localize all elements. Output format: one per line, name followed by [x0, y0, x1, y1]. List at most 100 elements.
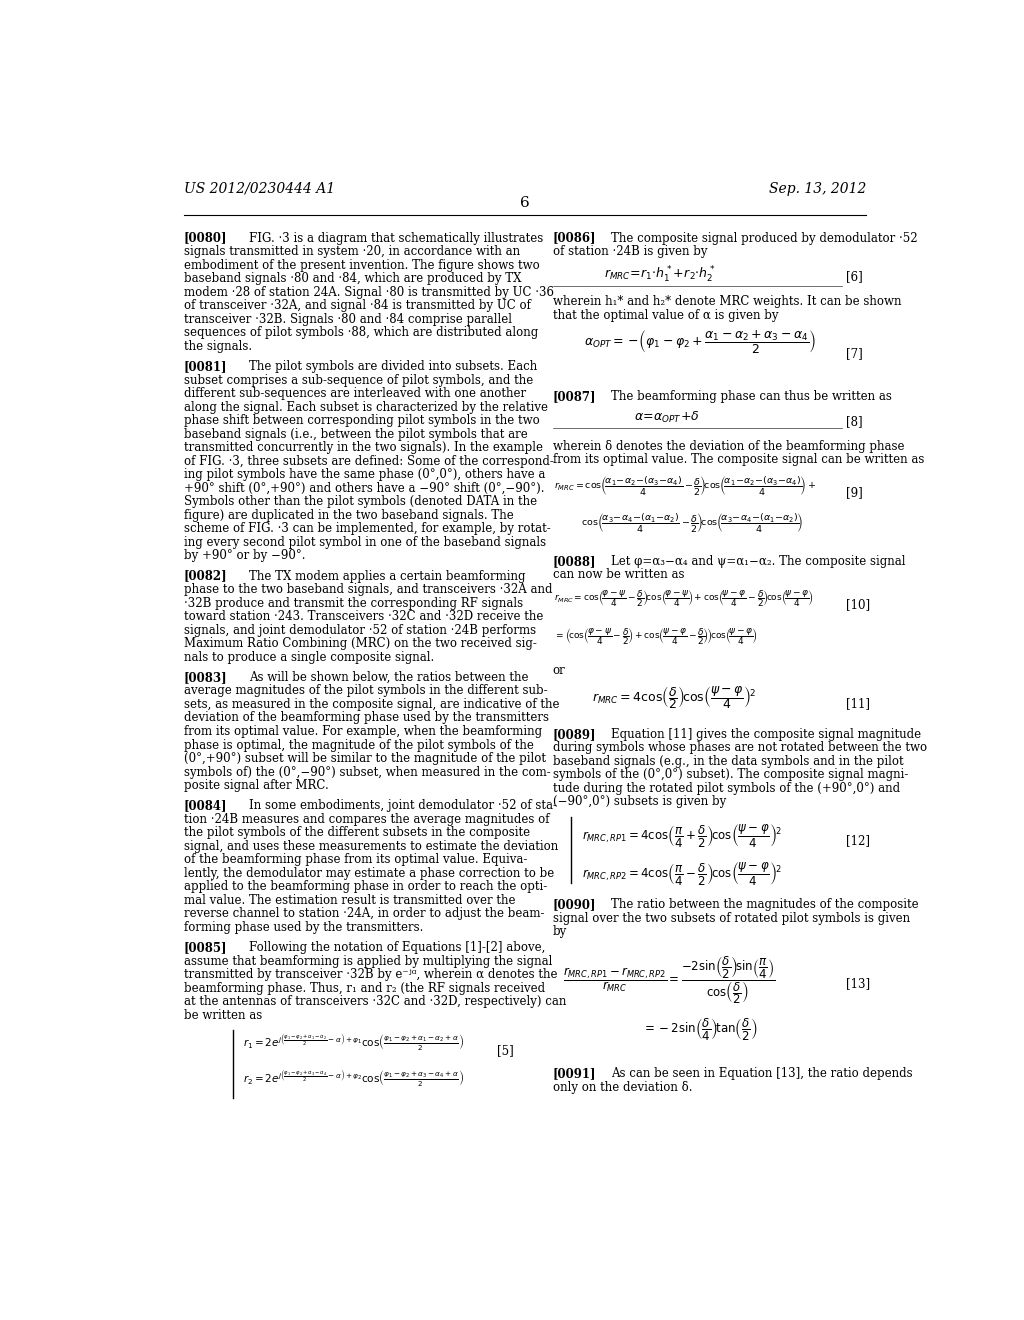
- Text: figure) are duplicated in the two baseband signals. The: figure) are duplicated in the two baseba…: [183, 508, 513, 521]
- Text: FIG. ·3 is a diagram that schematically illustrates: FIG. ·3 is a diagram that schematically …: [249, 231, 543, 244]
- Text: by: by: [553, 925, 567, 939]
- Text: [0085]: [0085]: [183, 941, 227, 954]
- Text: wherein δ denotes the deviation of the beamforming phase: wherein δ denotes the deviation of the b…: [553, 440, 904, 453]
- Text: $r_1 = 2e^{j\left(\frac{\varphi_1-\varphi_2+\alpha_1-\alpha_2}{2}-\alpha\right)+: $r_1 = 2e^{j\left(\frac{\varphi_1-\varph…: [243, 1034, 464, 1055]
- Text: [0090]: [0090]: [553, 898, 596, 911]
- Text: (0°,+90°) subset will be similar to the magnitude of the pilot: (0°,+90°) subset will be similar to the …: [183, 752, 546, 766]
- Text: Equation [11] gives the composite signal magnitude: Equation [11] gives the composite signal…: [611, 727, 922, 741]
- Text: baseband signals (e.g., in the data symbols and in the pilot: baseband signals (e.g., in the data symb…: [553, 755, 903, 768]
- Text: Following the notation of Equations [1]-[2] above,: Following the notation of Equations [1]-…: [249, 941, 545, 954]
- Text: The beamforming phase can thus be written as: The beamforming phase can thus be writte…: [611, 389, 892, 403]
- Text: from its optimal value. The composite signal can be written as: from its optimal value. The composite si…: [553, 453, 924, 466]
- Text: [0086]: [0086]: [553, 231, 596, 244]
- Text: [6]: [6]: [846, 271, 863, 284]
- Text: can now be written as: can now be written as: [553, 568, 684, 581]
- Text: sets, as measured in the composite signal, are indicative of the: sets, as measured in the composite signa…: [183, 698, 559, 711]
- Text: [0088]: [0088]: [553, 554, 596, 568]
- Text: nals to produce a single composite signal.: nals to produce a single composite signa…: [183, 651, 434, 664]
- Text: ·32B produce and transmit the corresponding RF signals: ·32B produce and transmit the correspond…: [183, 597, 522, 610]
- Text: phase to the two baseband signals, and transceivers ·32A and: phase to the two baseband signals, and t…: [183, 583, 552, 597]
- Text: The composite signal produced by demodulator ·52: The composite signal produced by demodul…: [611, 231, 918, 244]
- Text: posite signal after MRC.: posite signal after MRC.: [183, 779, 329, 792]
- Text: deviation of the beamforming phase used by the transmitters: deviation of the beamforming phase used …: [183, 711, 549, 725]
- Text: As can be seen in Equation [13], the ratio depends: As can be seen in Equation [13], the rat…: [611, 1067, 913, 1080]
- Text: [0081]: [0081]: [183, 360, 227, 374]
- Text: reverse channel to station ·24A, in order to adjust the beam-: reverse channel to station ·24A, in orde…: [183, 907, 544, 920]
- Text: Let φ=α₃−α₄ and ψ=α₁−α₂. The composite signal: Let φ=α₃−α₄ and ψ=α₁−α₂. The composite s…: [611, 554, 906, 568]
- Text: by +90° or by −90°.: by +90° or by −90°.: [183, 549, 305, 562]
- Text: the signals.: the signals.: [183, 339, 252, 352]
- Text: transmitted by transceiver ·32B by e⁻ʲᵅ, wherein α denotes the: transmitted by transceiver ·32B by e⁻ʲᵅ,…: [183, 969, 557, 981]
- Text: transmitted concurrently in the two signals). In the example: transmitted concurrently in the two sign…: [183, 441, 543, 454]
- Text: $r_{MRC} = \cos\!\left(\!\dfrac{\varphi-\psi}{4} - \dfrac{\delta}{2}\!\right)\!\: $r_{MRC} = \cos\!\left(\!\dfrac{\varphi-…: [554, 589, 813, 610]
- Text: Symbols other than the pilot symbols (denoted DATA in the: Symbols other than the pilot symbols (de…: [183, 495, 537, 508]
- Text: only on the deviation δ.: only on the deviation δ.: [553, 1081, 692, 1093]
- Text: [0083]: [0083]: [183, 671, 227, 684]
- Text: that the optimal value of α is given by: that the optimal value of α is given by: [553, 309, 778, 322]
- Text: $r_{MRC,RP2} = 4\cos\!\left(\dfrac{\pi}{4} - \dfrac{\delta}{2}\right)\!\cos\!\le: $r_{MRC,RP2} = 4\cos\!\left(\dfrac{\pi}{…: [582, 861, 781, 887]
- Text: the pilot symbols of the different subsets in the composite: the pilot symbols of the different subse…: [183, 826, 529, 840]
- Text: signals, and joint demodulator ·52 of station ·24B performs: signals, and joint demodulator ·52 of st…: [183, 623, 536, 636]
- Text: $r_{MRC} = \cos\!\left(\!\dfrac{\alpha_1\!-\!\alpha_2\!-\!(\alpha_3\!-\!\alpha_4: $r_{MRC} = \cos\!\left(\!\dfrac{\alpha_1…: [554, 474, 816, 496]
- Text: ing pilot symbols have the same phase (0°,0°), others have a: ing pilot symbols have the same phase (0…: [183, 469, 545, 482]
- Text: $r_{MRC} = 4\cos\!\left(\dfrac{\delta}{2}\right)\!\cos\!\left(\dfrac{\psi-\varph: $r_{MRC} = 4\cos\!\left(\dfrac{\delta}{2…: [592, 685, 756, 711]
- Text: baseband signals ·80 and ·84, which are produced by TX: baseband signals ·80 and ·84, which are …: [183, 272, 521, 285]
- Text: beamforming phase. Thus, r₁ and r₂ (the RF signals received: beamforming phase. Thus, r₁ and r₂ (the …: [183, 982, 545, 995]
- Text: [0082]: [0082]: [183, 569, 227, 582]
- Text: signal, and uses these measurements to estimate the deviation: signal, and uses these measurements to e…: [183, 840, 558, 853]
- Text: $= \left(\!\cos\!\left(\!\dfrac{\varphi-\psi}{4} - \dfrac{\delta}{2}\!\right) + : $= \left(\!\cos\!\left(\!\dfrac{\varphi-…: [554, 626, 758, 647]
- Text: Sep. 13, 2012: Sep. 13, 2012: [769, 182, 866, 195]
- Text: The pilot symbols are divided into subsets. Each: The pilot symbols are divided into subse…: [249, 360, 537, 374]
- Text: [0080]: [0080]: [183, 231, 227, 244]
- Text: of station ·24B is given by: of station ·24B is given by: [553, 246, 708, 259]
- Text: from its optimal value. For example, when the beamforming: from its optimal value. For example, whe…: [183, 725, 542, 738]
- Text: average magnitudes of the pilot symbols in the different sub-: average magnitudes of the pilot symbols …: [183, 685, 547, 697]
- Text: be written as: be written as: [183, 1008, 262, 1022]
- Text: scheme of FIG. ·3 can be implemented, for example, by rotat-: scheme of FIG. ·3 can be implemented, fo…: [183, 523, 550, 535]
- Text: $= -2\sin\!\left(\dfrac{\delta}{4}\right)\!\tan\!\left(\dfrac{\delta}{2}\right)$: $= -2\sin\!\left(\dfrac{\delta}{4}\right…: [642, 1015, 758, 1041]
- Text: tion ·24B measures and compares the average magnitudes of: tion ·24B measures and compares the aver…: [183, 813, 549, 826]
- Text: $\alpha_{OPT} = -\!\left(\varphi_1 - \varphi_2 + \dfrac{\alpha_1 - \alpha_2 + \a: $\alpha_{OPT} = -\!\left(\varphi_1 - \va…: [585, 329, 816, 356]
- Text: subset comprises a sub-sequence of pilot symbols, and the: subset comprises a sub-sequence of pilot…: [183, 374, 532, 387]
- Text: [5]: [5]: [497, 1044, 514, 1057]
- Text: during symbols whose phases are not rotated between the two: during symbols whose phases are not rota…: [553, 742, 927, 754]
- Text: wherein h₁* and h₂* denote MRC weights. It can be shown: wherein h₁* and h₂* denote MRC weights. …: [553, 296, 901, 308]
- Text: Maximum Ratio Combining (MRC) on the two received sig-: Maximum Ratio Combining (MRC) on the two…: [183, 638, 537, 651]
- Text: [0091]: [0091]: [553, 1067, 596, 1080]
- Text: applied to the beamforming phase in order to reach the opti-: applied to the beamforming phase in orde…: [183, 880, 547, 894]
- Text: In some embodiments, joint demodulator ·52 of sta-: In some embodiments, joint demodulator ·…: [249, 800, 557, 812]
- Text: The TX modem applies a certain beamforming: The TX modem applies a certain beamformi…: [249, 569, 525, 582]
- Text: ing every second pilot symbol in one of the baseband signals: ing every second pilot symbol in one of …: [183, 536, 546, 549]
- Text: embodiment of the present invention. The figure shows two: embodiment of the present invention. The…: [183, 259, 540, 272]
- Text: phase shift between corresponding pilot symbols in the two: phase shift between corresponding pilot …: [183, 414, 540, 428]
- Text: US 2012/0230444 A1: US 2012/0230444 A1: [183, 182, 335, 195]
- Text: different sub-sequences are interleaved with one another: different sub-sequences are interleaved …: [183, 387, 525, 400]
- Text: (−90°,0°) subsets is given by: (−90°,0°) subsets is given by: [553, 795, 726, 808]
- Text: $r_{MRC,RP1} = 4\cos\!\left(\dfrac{\pi}{4} + \dfrac{\delta}{2}\right)\!\cos\!\le: $r_{MRC,RP1} = 4\cos\!\left(\dfrac{\pi}{…: [582, 822, 781, 849]
- Text: signals transmitted in system ·20, in accordance with an: signals transmitted in system ·20, in ac…: [183, 246, 519, 259]
- Text: [11]: [11]: [846, 697, 870, 710]
- Text: $r_{MRC}\!=\!r_1{\cdot}h_1^*\!+\!r_2{\cdot}h_2^*$: $r_{MRC}\!=\!r_1{\cdot}h_1^*\!+\!r_2{\cd…: [604, 265, 716, 285]
- Text: mal value. The estimation result is transmitted over the: mal value. The estimation result is tran…: [183, 894, 515, 907]
- Text: tude during the rotated pilot symbols of the (+90°,0°) and: tude during the rotated pilot symbols of…: [553, 781, 900, 795]
- Text: at the antennas of transceivers ·32C and ·32D, respectively) can: at the antennas of transceivers ·32C and…: [183, 995, 566, 1008]
- Text: lently, the demodulator may estimate a phase correction to be: lently, the demodulator may estimate a p…: [183, 867, 554, 880]
- Text: of transceiver ·32A, and signal ·84 is transmitted by UC of: of transceiver ·32A, and signal ·84 is t…: [183, 300, 530, 312]
- Text: symbols of the (0°,0°) subset). The composite signal magni-: symbols of the (0°,0°) subset). The comp…: [553, 768, 908, 781]
- Text: sequences of pilot symbols ·88, which are distributed along: sequences of pilot symbols ·88, which ar…: [183, 326, 538, 339]
- Text: [0084]: [0084]: [183, 800, 227, 812]
- Text: [9]: [9]: [846, 486, 863, 499]
- Text: phase is optimal, the magnitude of the pilot symbols of the: phase is optimal, the magnitude of the p…: [183, 738, 534, 751]
- Text: assume that beamforming is applied by multiplying the signal: assume that beamforming is applied by mu…: [183, 954, 552, 968]
- Text: of FIG. ·3, three subsets are defined: Some of the correspond-: of FIG. ·3, three subsets are defined: S…: [183, 454, 553, 467]
- Text: [7]: [7]: [846, 347, 863, 360]
- Text: $\alpha\!=\!\alpha_{OPT}\!+\!\delta$: $\alpha\!=\!\alpha_{OPT}\!+\!\delta$: [634, 411, 700, 425]
- Text: signal over the two subsets of rotated pilot symbols is given: signal over the two subsets of rotated p…: [553, 912, 909, 924]
- Text: or: or: [553, 664, 565, 677]
- Text: [13]: [13]: [846, 977, 870, 990]
- Text: toward station ·243. Transceivers ·32C and ·32D receive the: toward station ·243. Transceivers ·32C a…: [183, 610, 543, 623]
- Text: As will be shown below, the ratios between the: As will be shown below, the ratios betwe…: [249, 671, 528, 684]
- Text: The ratio between the magnitudes of the composite: The ratio between the magnitudes of the …: [611, 898, 919, 911]
- Text: $\dfrac{r_{MRC,RP1} - r_{MRC,RP2}}{r_{MRC}} = \dfrac{-2\sin\!\left(\dfrac{\delta: $\dfrac{r_{MRC,RP1} - r_{MRC,RP2}}{r_{MR…: [563, 954, 775, 1006]
- Text: [10]: [10]: [846, 599, 870, 611]
